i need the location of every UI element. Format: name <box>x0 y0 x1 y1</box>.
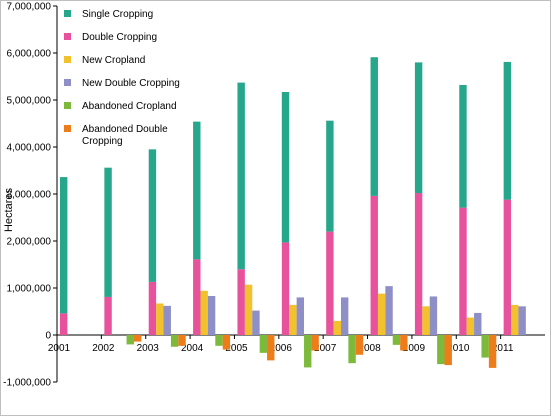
bars <box>60 57 526 368</box>
bar-single-cropping-2010 <box>459 84 467 208</box>
bar-abandoned-cropland-2004 <box>215 335 223 346</box>
legend-swatch-single-cropping <box>64 10 71 17</box>
bar-double-cropping-2001 <box>60 313 68 335</box>
x-tick-label: 2005 <box>225 343 248 354</box>
bar-new-double-cropping-2008 <box>385 286 393 335</box>
bar-new-cropland-2008 <box>377 293 386 335</box>
x-tick-label: 2006 <box>270 343 293 354</box>
bar-double-cropping-2006 <box>281 242 290 335</box>
bar-new-cropland-2005 <box>244 284 253 335</box>
bar-abandoned-cropland-2008 <box>392 335 401 345</box>
y-tick-label: 7,000,000 <box>7 2 52 13</box>
bar-double-cropping-2007 <box>326 231 334 335</box>
bar-single-cropping-2006 <box>281 92 290 243</box>
bar-double-cropping-2010 <box>459 207 467 335</box>
bar-abandoned-cropland-2009 <box>437 335 445 365</box>
bar-single-cropping-2008 <box>370 57 378 196</box>
bar-abandoned-double-cropping-2009 <box>444 335 452 366</box>
legend-swatch-abandoned-double-cropping <box>64 125 71 132</box>
bar-double-cropping-2003 <box>148 281 157 335</box>
bar-new-double-cropping-2007 <box>340 297 349 335</box>
y-tick-label: 1,000,000 <box>7 284 52 295</box>
bar-new-double-cropping-2003 <box>163 305 171 335</box>
bar-double-cropping-2009 <box>414 193 423 335</box>
x-tick-label: 2008 <box>358 343 381 354</box>
y-axis-title: Hectares <box>3 187 15 232</box>
x-tick-label: 2004 <box>181 343 204 354</box>
bar-single-cropping-2007 <box>326 120 334 232</box>
y-tick-label: 6,000,000 <box>7 49 52 60</box>
legend-swatch-double-cropping <box>64 33 71 40</box>
bar-double-cropping-2011 <box>503 199 512 335</box>
bar-new-double-cropping-2011 <box>518 306 526 335</box>
legend-label-abandoned-cropland: Abandoned Cropland <box>82 101 177 112</box>
bar-double-cropping-2008 <box>370 195 378 335</box>
bar-abandoned-double-cropping-2005 <box>267 335 275 361</box>
bar-new-cropland-2003 <box>156 303 164 335</box>
legend-label-single-cropping: Single Cropping <box>82 9 153 20</box>
bar-single-cropping-2001 <box>60 177 68 314</box>
y-tick-label: -1,000,000 <box>3 378 51 389</box>
bar-abandoned-double-cropping-2003 <box>178 335 186 346</box>
x-tick-label: 2001 <box>48 343 71 354</box>
legend-label-double-cropping: Double Cropping <box>82 32 157 43</box>
bar-double-cropping-2002 <box>104 296 112 335</box>
bar-abandoned-cropland-2005 <box>259 335 268 353</box>
legend-swatch-new-double-cropping <box>64 79 71 86</box>
x-tick-label: 2011 <box>492 343 514 354</box>
bar-double-cropping-2005 <box>237 269 245 335</box>
bar-new-double-cropping-2010 <box>474 312 482 335</box>
bar-abandoned-double-cropping-2002 <box>133 335 142 342</box>
bar-abandoned-cropland-2003 <box>170 335 179 347</box>
bar-new-double-cropping-2006 <box>296 297 305 335</box>
x-axis: 2001 2002 2003 2004 2005 2006 2007 2008 2009 2010… <box>48 334 545 354</box>
x-tick-label: 2007 <box>314 343 337 354</box>
x-tick-label: 2003 <box>137 343 160 354</box>
y-tick-label: 5,000,000 <box>7 96 52 107</box>
legend-label-new-cropland: New Cropland <box>82 55 145 66</box>
bar-double-cropping-2004 <box>193 259 201 335</box>
bar-new-cropland-2006 <box>289 304 297 335</box>
bar-new-cropland-2007 <box>333 320 341 335</box>
bar-new-double-cropping-2004 <box>207 295 216 335</box>
y-tick-label: 3,000,000 <box>7 190 52 201</box>
x-tick-label: 2009 <box>403 343 426 354</box>
bar-abandoned-double-cropping-2006 <box>311 335 319 351</box>
x-tick-label: 2002 <box>92 343 115 354</box>
bar-single-cropping-2004 <box>193 121 201 260</box>
bar-new-cropland-2010 <box>466 317 475 335</box>
legend-label-abandoned-double-cropping: Abandoned Double Cropping <box>82 124 168 147</box>
legend-label-new-double-cropping: New Double Cropping <box>82 78 180 89</box>
y-axis: 7,000,000 6,000,000 5,000,000 4,000,000 3,00… <box>3 2 58 389</box>
bar-new-cropland-2011 <box>511 304 519 335</box>
bar-abandoned-double-cropping-2007 <box>355 335 364 355</box>
legend-swatch-abandoned-cropland <box>64 102 71 109</box>
x-tick-label: 2010 <box>447 343 470 354</box>
legend: Single Cropping Double Cropping New Cropla… <box>64 9 180 147</box>
bar-single-cropping-2002 <box>104 167 112 297</box>
bar-abandoned-double-cropping-2010 <box>488 335 497 368</box>
bar-single-cropping-2011 <box>503 61 512 200</box>
bar-new-double-cropping-2009 <box>429 296 438 335</box>
legend-swatch-new-cropland <box>64 56 71 63</box>
y-tick-label: 4,000,000 <box>7 143 52 154</box>
bar-abandoned-cropland-2006 <box>304 335 312 368</box>
bar-abandoned-double-cropping-2008 <box>400 335 408 351</box>
y-tick-label: 2,000,000 <box>7 237 52 248</box>
bar-single-cropping-2003 <box>148 149 157 282</box>
bar-single-cropping-2009 <box>414 62 423 194</box>
bar-abandoned-cropland-2002 <box>126 335 134 345</box>
bar-new-double-cropping-2005 <box>252 310 260 335</box>
bar-new-cropland-2009 <box>422 306 430 335</box>
y-tick-label: 0 <box>45 331 51 342</box>
bar-abandoned-cropland-2007 <box>348 335 356 364</box>
bar-abandoned-cropland-2010 <box>481 335 489 358</box>
bar-new-cropland-2004 <box>200 290 208 335</box>
bar-single-cropping-2005 <box>237 82 245 270</box>
bar-abandoned-double-cropping-2004 <box>222 335 231 350</box>
